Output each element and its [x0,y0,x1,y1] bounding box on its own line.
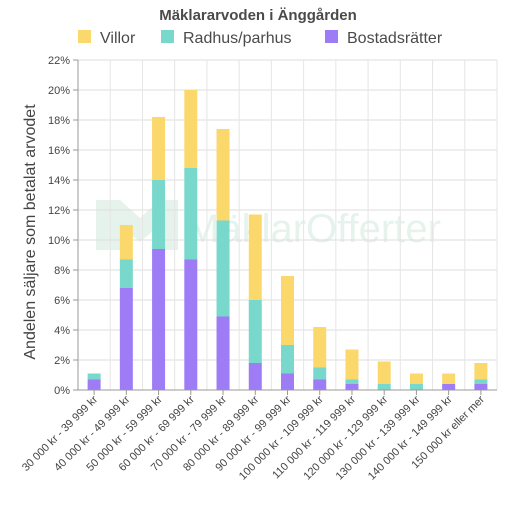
watermark: MäklarOfferter [96,200,441,251]
bar-segment[interactable] [152,249,165,390]
y-tick-label: 8% [54,265,70,277]
y-tick-label: 6% [54,295,70,307]
bar-segment[interactable] [249,215,262,301]
bar-segment[interactable] [474,384,487,390]
y-tick-label: 4% [54,325,70,337]
chart-title: Mäklararvoden i Änggården [159,7,357,24]
bar-segment[interactable] [184,260,197,391]
legend-swatch [78,30,91,43]
y-tick-label: 14% [48,175,70,187]
bar-segment[interactable] [345,384,358,390]
bar-segment[interactable] [442,384,455,390]
bar-segment[interactable] [249,363,262,390]
legend-swatch [161,30,174,43]
bar-segment[interactable] [474,363,487,380]
bar-segment[interactable] [442,374,455,385]
bar-segment[interactable] [249,300,262,363]
bar-segment[interactable] [88,380,101,391]
y-tick-label: 2% [54,355,70,367]
bar-segment[interactable] [313,368,326,380]
y-tick-label: 10% [48,235,70,247]
bar-segment[interactable] [281,276,294,345]
y-axis-label: Andelen säljare som betalat arvodet [22,104,39,360]
watermark-logo [96,200,178,250]
y-tick-label: 18% [48,115,70,127]
bar-segment[interactable] [281,374,294,391]
bar-segment[interactable] [152,117,165,180]
legend-label: Villor [100,30,136,47]
bar-segment[interactable] [120,225,133,260]
y-tick-label: 0% [54,385,70,397]
bar-segment[interactable] [313,380,326,391]
bar-segment[interactable] [120,288,133,390]
legend-item[interactable]: Bostadsrätter [325,30,443,47]
bar-segment[interactable] [88,374,101,380]
y-tick-label: 12% [48,205,70,217]
legend-item[interactable]: Radhus/parhus [161,30,292,47]
bar-segment[interactable] [474,380,487,385]
legend-item[interactable]: Villor [78,30,136,47]
bar-segment[interactable] [217,317,230,391]
y-tick-label: 22% [48,55,70,67]
bar-segment[interactable] [378,384,391,390]
bar-segment[interactable] [152,180,165,249]
legend-label: Radhus/parhus [183,30,292,47]
bar-segment[interactable] [184,90,197,168]
bar-segment[interactable] [217,129,230,221]
bar-segment[interactable] [184,168,197,260]
legend-swatch [325,30,338,43]
bar-segment[interactable] [345,350,358,380]
legend: Villor Radhus/parhus Bostadsrätter [78,30,443,47]
bar-segment[interactable] [120,260,133,289]
legend-label: Bostadsrätter [347,30,443,47]
bar-segment[interactable] [378,362,391,385]
bar-segment[interactable] [217,221,230,317]
y-tick-label: 16% [48,145,70,157]
bar-segment[interactable] [410,374,423,385]
bar-segment[interactable] [281,345,294,374]
bar-segment[interactable] [313,327,326,368]
bar-segment[interactable] [345,380,358,385]
y-tick-label: 20% [48,85,70,97]
bar-segment[interactable] [410,384,423,390]
